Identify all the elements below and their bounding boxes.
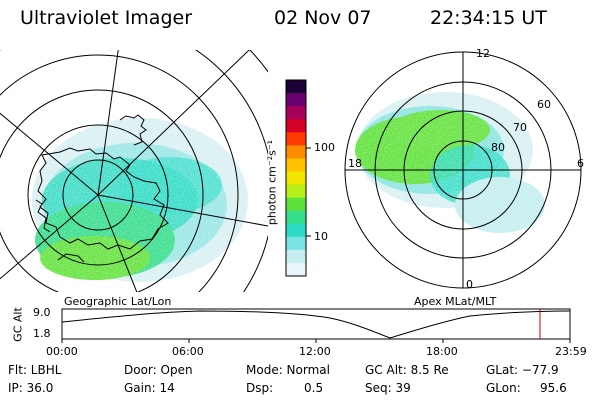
altitude-strip bbox=[61, 308, 571, 343]
colorbar-band bbox=[286, 119, 306, 133]
colorbar-frame bbox=[285, 79, 307, 277]
altitude-ylabel: GC Alt bbox=[11, 307, 25, 342]
altitude-xtick-3: 18:00 bbox=[426, 345, 458, 358]
colorbar-band bbox=[286, 210, 306, 225]
colorbar-band bbox=[286, 262, 306, 277]
altitude-xtick-2: 12:00 bbox=[299, 345, 331, 358]
time-label: 22:34:15 UT bbox=[430, 7, 547, 29]
coastline bbox=[35, 114, 169, 263]
left-panel-label: Geographic Lat/Lon bbox=[64, 295, 172, 308]
glon-value: 95.6 bbox=[540, 381, 567, 395]
footer-row-2: IP: 36.0 Gain: 14 Dsp: 0.5 Seq: 39 GLon:… bbox=[0, 381, 600, 397]
door-info: Door: Open bbox=[124, 363, 193, 377]
mlt-label-12: 12 bbox=[476, 47, 490, 60]
mlat-label-60: 60 bbox=[537, 98, 551, 111]
gc-alt-info: GC Alt: 8.5 Re bbox=[365, 363, 449, 377]
altitude-xtick-1: 06:00 bbox=[172, 345, 204, 358]
colorbar-band bbox=[286, 223, 306, 238]
colorbar-band bbox=[286, 145, 306, 159]
date-label: 02 Nov 07 bbox=[274, 7, 372, 29]
altitude-xtick-4: 23:59 bbox=[555, 345, 587, 358]
altitude-xtick-0: 00:00 bbox=[46, 345, 78, 358]
footer-row-1: Flt: LBHL Door: Open Mode: Normal GC Alt… bbox=[0, 363, 600, 379]
dsp-label: Dsp: bbox=[246, 381, 274, 395]
altitude-curve bbox=[61, 310, 571, 339]
mode-info: Mode: Normal bbox=[246, 363, 330, 377]
aurora-left bbox=[20, 118, 260, 292]
altitude-ytick-bottom: 1.8 bbox=[33, 327, 51, 340]
meridians bbox=[0, 50, 268, 292]
polar-plot bbox=[344, 51, 582, 289]
glon-label: GLon: bbox=[486, 381, 521, 395]
colorbar-band bbox=[286, 80, 306, 94]
geographic-map bbox=[0, 50, 268, 292]
colorbar-band bbox=[286, 249, 306, 264]
seq-info: Seq: 39 bbox=[365, 381, 411, 395]
gain-info: Gain: 14 bbox=[124, 381, 175, 395]
colorbar-band bbox=[286, 93, 306, 107]
mlt-lines bbox=[345, 52, 581, 288]
colorbar-tick-100: 100 bbox=[314, 141, 335, 154]
lat-circles bbox=[0, 50, 268, 292]
colorbar-band bbox=[286, 184, 306, 199]
mlt-label-6: 6 bbox=[577, 157, 584, 170]
filter-info: Flt: LBHL bbox=[8, 363, 62, 377]
colorbar-tick-10: 10 bbox=[314, 230, 328, 243]
instrument-title: Ultraviolet Imager bbox=[20, 7, 193, 29]
ip-info: IP: 36.0 bbox=[8, 381, 54, 395]
mlat-label-80: 80 bbox=[491, 141, 505, 154]
altitude-ytick-top: 9.0 bbox=[33, 306, 51, 319]
colorbar-band bbox=[286, 106, 306, 120]
colorbar bbox=[286, 80, 311, 277]
colorbar-unit-label: photon cm⁻²s⁻¹ bbox=[265, 139, 279, 226]
colorbar-band bbox=[286, 171, 306, 186]
colorbar-band bbox=[286, 236, 306, 251]
glat-info: GLat: −77.9 bbox=[486, 363, 559, 377]
x-ticks bbox=[61, 339, 571, 343]
mlt-label-18: 18 bbox=[348, 157, 362, 170]
colorbar-band bbox=[286, 197, 306, 212]
mlt-label-0: 0 bbox=[466, 278, 473, 291]
right-panel-label: Apex MLat/MLT bbox=[414, 295, 497, 308]
colorbar-band bbox=[286, 158, 306, 172]
dsp-value: 0.5 bbox=[304, 381, 324, 395]
mlat-label-70: 70 bbox=[513, 121, 527, 134]
colorbar-band bbox=[286, 132, 306, 146]
